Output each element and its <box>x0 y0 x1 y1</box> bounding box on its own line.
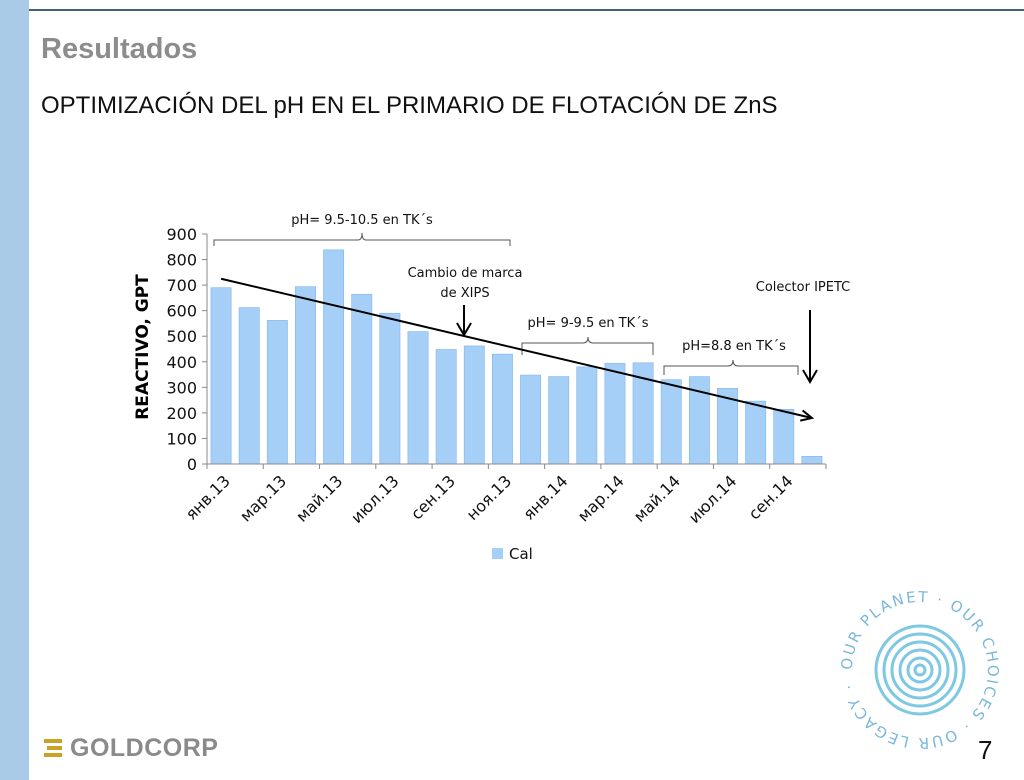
annotation-ph-range-3: pH=8.8 en TK´s <box>682 339 786 354</box>
x-axis: янв.13 мар.13 май.13 июл.13 сен.13 ноя.13 янв.… <box>182 463 827 527</box>
annotation-xips-line2: de XIPS <box>440 286 489 301</box>
goldcorp-logo: GOLDCORP <box>44 733 218 763</box>
bar <box>379 312 401 465</box>
bar <box>238 307 260 465</box>
annotation-xips: Cambio de marca de XIPS <box>408 266 523 337</box>
x-tick-label: июл.13 <box>347 471 403 527</box>
annotation-ipetc-label: Colector IPETC <box>756 280 850 295</box>
bar <box>351 294 373 465</box>
trendline-line <box>220 277 813 419</box>
x-tick-label: мар.13 <box>236 471 290 525</box>
bracket-ph-9.5-10.5: pH= 9.5-10.5 en TK´s <box>213 213 511 246</box>
y-tick-label: 700 <box>166 276 197 295</box>
logo-mark-icon <box>44 739 62 757</box>
x-tick-label: сен.13 <box>407 471 459 523</box>
x-tick-label: май.14 <box>630 471 684 525</box>
bracket-ph-8.8: pH=8.8 en TK´s <box>663 339 799 375</box>
legend-label: Cal <box>509 545 533 563</box>
annotation-ph-range-2: pH= 9-9.5 en TK´s <box>528 316 649 331</box>
bar <box>492 353 513 465</box>
bar <box>660 379 682 465</box>
bar <box>548 376 570 465</box>
bar <box>576 366 598 465</box>
bar <box>210 287 232 465</box>
section-title: Resultados <box>41 33 198 65</box>
bar <box>604 363 626 465</box>
annotation-ipetc: Colector IPETC <box>756 280 850 384</box>
x-tick-label: янв.14 <box>519 471 571 523</box>
y-tick-label: 0 <box>187 455 197 474</box>
left-decorative-band <box>0 0 29 780</box>
annotation-ph-range-1: pH= 9.5-10.5 en TK´s <box>291 213 433 228</box>
bars <box>210 249 823 465</box>
bracket-ph-9-9.5: pH= 9-9.5 en TK´s <box>521 316 654 355</box>
x-tick-label: ноя.13 <box>463 471 516 524</box>
bar <box>407 331 429 465</box>
legend-swatch <box>492 548 503 559</box>
bar <box>323 249 345 465</box>
y-tick-label: 800 <box>166 251 197 270</box>
x-tick-label: сен.14 <box>745 471 797 523</box>
y-axis-label: REACTIVO, GPT <box>133 274 153 420</box>
y-tick-label: 400 <box>166 353 197 372</box>
bar <box>520 374 541 465</box>
slide-heading: OPTIMIZACIÓN DEL pH EN EL PRIMARIO DE FL… <box>41 92 778 119</box>
x-tick-label: мар.14 <box>574 471 628 525</box>
trendline-arrowhead <box>800 409 815 422</box>
x-tick-label: янв.13 <box>182 471 234 523</box>
bar <box>745 400 767 465</box>
y-tick-label: 200 <box>166 404 197 423</box>
bar <box>801 456 823 465</box>
our-planet-seal: OUR PLANET · OUR CHOICES · OUR LEGACY · <box>838 590 1002 750</box>
trendline <box>220 277 815 422</box>
fingerprint-icon <box>874 624 966 716</box>
top-divider <box>29 9 1024 11</box>
x-tick-label: июл.14 <box>685 471 741 527</box>
y-axis: 0 100 200 300 400 500 600 700 800 900 <box>166 225 208 474</box>
page-number: 7 <box>978 735 993 765</box>
bar <box>295 286 316 465</box>
y-tick-label: 300 <box>166 378 197 397</box>
logo-text: GOLDCORP <box>70 733 219 762</box>
bar <box>773 409 795 465</box>
annotation-xips-line1: Cambio de marca <box>408 266 523 281</box>
x-tick-label: май.13 <box>292 471 346 525</box>
y-tick-label: 100 <box>166 429 197 448</box>
seal-text: OUR PLANET · OUR CHOICES · OUR LEGACY · <box>838 590 1002 750</box>
bar <box>463 345 485 465</box>
legend: Cal <box>492 545 533 563</box>
bar <box>435 349 457 465</box>
y-tick-label: 500 <box>166 327 197 346</box>
bar <box>266 320 288 465</box>
y-tick-label: 900 <box>166 225 197 244</box>
y-tick-label: 600 <box>166 302 197 321</box>
